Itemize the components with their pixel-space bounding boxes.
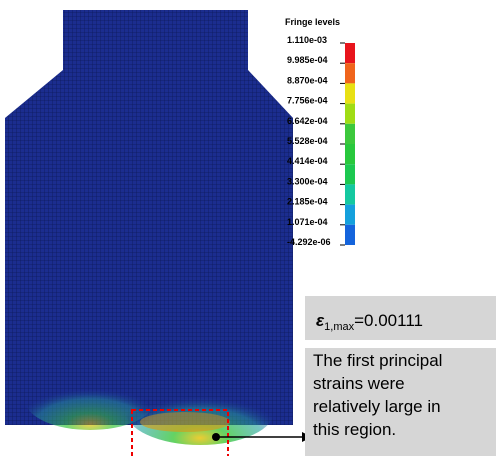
callout-line: strains were bbox=[313, 374, 405, 393]
bar-segment bbox=[345, 124, 355, 144]
legend-level: 4.414e-04 bbox=[287, 156, 328, 166]
legend-level: 6.642e-04 bbox=[287, 116, 328, 126]
legend-level: -4.292e-06 bbox=[287, 237, 331, 247]
fe-model bbox=[5, 10, 293, 445]
bar-segment bbox=[345, 104, 355, 124]
bar-segment bbox=[345, 83, 355, 103]
legend-title: Fringe levels bbox=[285, 17, 340, 27]
value: =0.00111 bbox=[354, 311, 423, 330]
legend-level: 1.071e-04 bbox=[287, 217, 328, 227]
legend-level: 8.870e-04 bbox=[287, 75, 328, 85]
bar-segment bbox=[345, 164, 355, 184]
bar-segment bbox=[345, 225, 355, 245]
legend-levels: 1.110e-03 9.985e-04 8.870e-04 7.756e-04 6.64… bbox=[287, 35, 345, 247]
callout-line: this region. bbox=[313, 420, 396, 439]
legend-level: 9.985e-04 bbox=[287, 55, 328, 65]
bar-segment bbox=[345, 63, 355, 83]
bar-segment bbox=[345, 144, 355, 164]
bar-segment bbox=[345, 184, 355, 204]
callout-line: The first principal bbox=[313, 351, 442, 370]
legend-level: 3.300e-04 bbox=[287, 176, 328, 186]
screenshot: Fringe levels 1.110e-03 9.985e-04 8.870e-0… bbox=[0, 0, 496, 456]
subscript: 1,max bbox=[324, 321, 354, 333]
bar-segment bbox=[345, 43, 355, 63]
legend-level: 7.756e-04 bbox=[287, 96, 328, 106]
color-bar bbox=[345, 43, 355, 245]
legend-level: 1.110e-03 bbox=[287, 35, 327, 45]
bar-segment bbox=[345, 205, 355, 225]
legend-level: 5.528e-04 bbox=[287, 136, 328, 146]
legend-level: 2.185e-04 bbox=[287, 197, 328, 207]
callout-line: relatively large in bbox=[313, 397, 441, 416]
